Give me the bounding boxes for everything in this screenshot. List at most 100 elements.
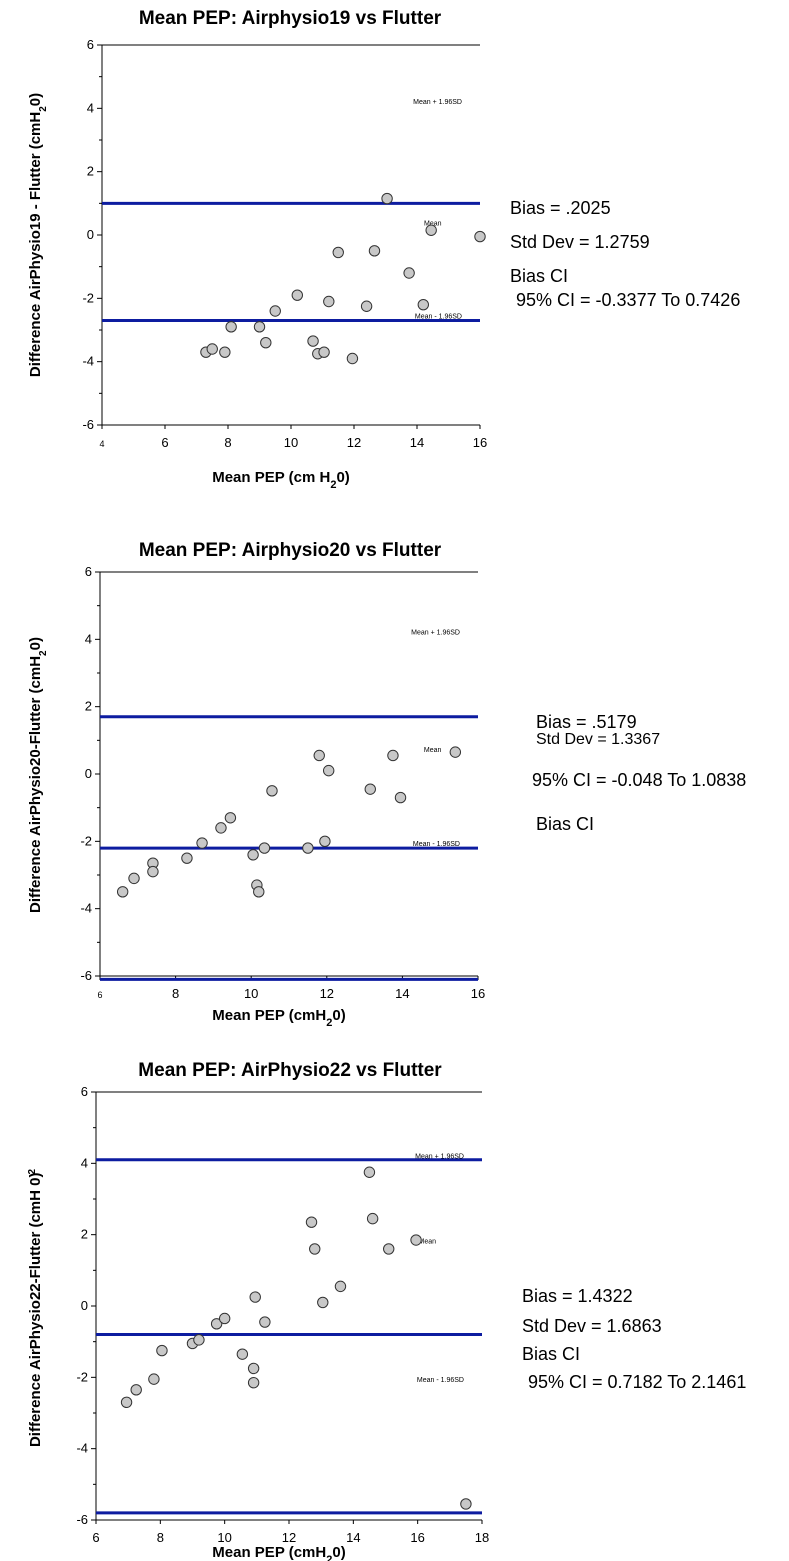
data-point — [417, 298, 429, 311]
y-tick-label: -2 — [80, 833, 92, 848]
x-axis-title-part: Mean PEP (cmH — [212, 1007, 326, 1024]
y-axis-title: Difference AirPhysio22-Flutter (cmH 0)2 — [27, 1169, 45, 1448]
data-point — [218, 1312, 231, 1325]
data-point — [366, 1212, 379, 1225]
y-tick-label: 6 — [81, 1084, 88, 1099]
chart-panel-1: Mean PEP: Airphysio19 vs Flutter -6 -4 -2 0… — [0, 0, 789, 520]
y-tick-label: -4 — [76, 1441, 88, 1456]
x-axis-title-part: 0) — [332, 1007, 345, 1024]
data-point — [193, 1334, 205, 1346]
data-point — [225, 321, 237, 333]
stat-std-dev: Std Dev = 1.3367 — [536, 731, 661, 748]
chart-panel-2: Mean PEP: Airphysio20 vs Flutter -6 -4 -2 0… — [0, 520, 789, 1040]
x-tick-label: 6 — [161, 435, 168, 450]
chart-title: Mean PEP: Airphysio19 vs Flutter — [138, 8, 442, 29]
data-point — [249, 1291, 261, 1303]
data-point — [259, 1316, 271, 1328]
x-tick-label: 12 — [347, 435, 361, 450]
data-point — [381, 192, 393, 205]
x-tick-label: 10 — [284, 435, 298, 450]
y-tick-label: 2 — [81, 1227, 88, 1242]
y-tick-label: -2 — [82, 290, 94, 305]
y-tick-label: 6 — [85, 564, 92, 579]
upper-limit-label: Mean + 1.96SD — [411, 630, 460, 637]
x-axis-title-subscript: 2 — [330, 479, 336, 491]
x-tick-label: 6 — [92, 1530, 99, 1545]
stat-bias: Bias = .5179 — [536, 712, 637, 732]
bland-altman-chart: -6 -4 -2 0 2 4 6 6 8 10 12 14 16 18 Mean + 1.96SD Mean … — [27, 1084, 490, 1561]
x-tick-label: 4 — [99, 439, 104, 449]
stat-std-dev: Std Dev = 1.6863 — [522, 1316, 662, 1336]
y-axis-title-superscript: 2 — [27, 1169, 38, 1175]
stat-ci-range: 95% CI = -0.048 To 1.0838 — [532, 770, 747, 790]
data-point — [224, 812, 237, 824]
data-point — [148, 1373, 160, 1385]
upper-limit-label: Mean + 1.96SD — [413, 99, 462, 106]
y-tick-label: 0 — [87, 227, 94, 242]
data-point — [253, 321, 266, 333]
data-point — [474, 230, 486, 243]
y-axis-title: Difference AirPhysio19 - Flutter (cmH20) — [27, 93, 49, 377]
x-tick-label: 14 — [346, 1530, 360, 1545]
y-tick-label: -6 — [76, 1512, 88, 1527]
y-axis-title-subscript: 2 — [38, 106, 49, 112]
data-point — [346, 352, 359, 365]
y-axis-title-part: Difference AirPhysio19 - Flutter (cmH — [27, 112, 44, 377]
y-axis-title-part: 0) — [27, 637, 44, 650]
data-point — [247, 849, 259, 861]
chart-title: Mean PEP: Airphysio20 vs Flutter — [138, 540, 442, 561]
x-axis-title: Mean PEP (cmH20) — [212, 1544, 345, 1561]
y-axis-title-part: 0) — [27, 93, 44, 106]
data-point — [387, 749, 399, 762]
data-point — [219, 346, 231, 358]
x-tick-label: 10 — [244, 986, 258, 1001]
data-point — [368, 245, 381, 257]
data-point — [260, 336, 272, 349]
data-point — [460, 1498, 472, 1510]
data-point — [394, 791, 407, 804]
x-axis-title-part: Mean PEP (cmH — [212, 1544, 326, 1561]
y-tick-label: 6 — [87, 37, 94, 52]
x-axis-title: Mean PEP (cmH20) — [212, 1007, 345, 1029]
data-point — [332, 246, 344, 259]
x-axis-title-subscript: 2 — [326, 1017, 332, 1029]
lower-limit-label: Mean - 1.96SD — [417, 1377, 464, 1384]
data-point — [130, 1384, 142, 1396]
y-axis-title-subscript: 2 — [38, 650, 49, 656]
data-point — [323, 295, 335, 308]
data-point — [410, 1234, 422, 1246]
y-tick-label: -4 — [80, 901, 92, 916]
data-point — [383, 1243, 395, 1255]
data-point — [313, 749, 325, 762]
data-point — [120, 1396, 133, 1408]
data-point — [305, 1216, 318, 1228]
chart-panel-3: Mean PEP: AirPhysio22 vs Flutter -6 -4 -2 0… — [0, 1040, 789, 1561]
data-point — [258, 842, 271, 854]
x-tick-label: 6 — [97, 990, 102, 1000]
data-point — [425, 224, 437, 236]
x-axis-title: Mean PEP (cm H20) — [212, 469, 350, 491]
data-point — [215, 822, 227, 834]
y-tick-label: 4 — [81, 1155, 88, 1170]
data-point — [317, 1296, 329, 1309]
stat-ci-range: 95% CI = 0.7182 To 2.1461 — [528, 1372, 747, 1392]
data-point — [363, 1166, 376, 1178]
y-tick-label: -6 — [80, 968, 92, 983]
data-point — [309, 1243, 321, 1255]
x-tick-label: 14 — [410, 435, 424, 450]
x-tick-label: 16 — [410, 1530, 424, 1545]
mean-label: Mean — [424, 747, 442, 754]
bland-altman-chart: -6 -4 -2 0 2 4 6 6 8 10 12 14 16 Mean + 1.96SD Mean - … — [27, 564, 485, 1029]
y-axis-title-part: Difference AirPhysio20-Flutter (cmH — [27, 656, 44, 913]
data-point — [210, 1318, 223, 1330]
y-tick-label: -4 — [82, 354, 94, 369]
data-point — [116, 886, 129, 898]
data-point — [307, 335, 319, 347]
y-tick-label: 4 — [87, 100, 94, 115]
data-point — [156, 1344, 168, 1357]
data-point — [360, 300, 373, 312]
stat-bias: Bias = .2025 — [510, 198, 611, 218]
x-axis-title-part: Mean PEP (cm H — [212, 469, 330, 486]
x-axis-title-part: 0) — [332, 1544, 345, 1561]
x-tick-label: 16 — [471, 986, 485, 1001]
